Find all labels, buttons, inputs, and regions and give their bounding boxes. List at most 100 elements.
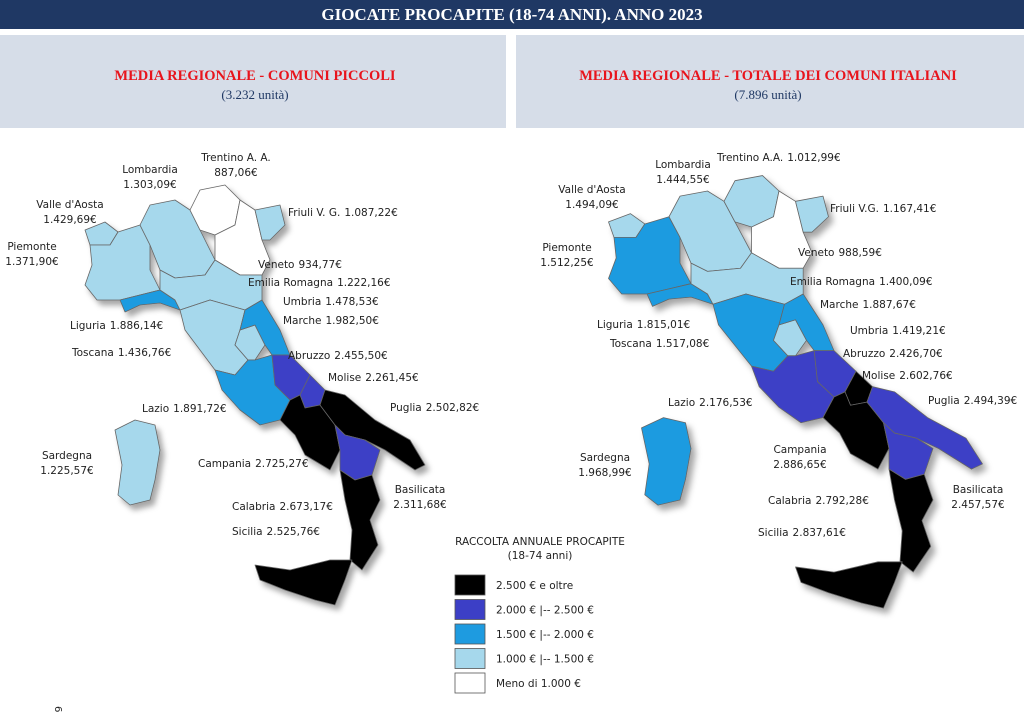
region-value: 1.478,53€ <box>325 296 378 308</box>
legend-swatch <box>454 648 486 669</box>
region-value: 1.167,41€ <box>883 203 936 215</box>
labels: Valle d'Aosta 1.429,69€ Piemonte 1.371,90€ L… <box>5 152 1017 539</box>
legend-label: Meno di 1.000 € <box>496 678 581 690</box>
region-value: 2.455,50€ <box>334 350 387 362</box>
region <box>115 420 160 505</box>
region-value: 1.012,99€ <box>787 152 840 164</box>
region-name: Calabria <box>232 501 275 513</box>
map <box>85 185 425 605</box>
region-name: Puglia <box>928 395 960 407</box>
region-label: Valle d'Aosta 1.429,69€ <box>36 199 103 226</box>
region-label: Sardegna 1.225,57€ <box>40 450 93 477</box>
legend-swatch <box>454 672 486 694</box>
region-name: Abruzzo <box>288 350 330 362</box>
region-value: 1.891,72€ <box>173 403 226 415</box>
region-name: Veneto <box>258 259 294 271</box>
legend-label: 1.000 € |-- 1.500 € <box>496 654 594 666</box>
region-value: 2.494,39€ <box>964 395 1017 407</box>
region-name: Marche <box>283 315 321 327</box>
region-label: Sicilia 2.525,76€ <box>232 526 320 538</box>
region-label: Umbria 1.478,53€ <box>283 296 379 308</box>
region-label: Lazio 2.176,53€ <box>668 397 753 409</box>
region-name: Basilicata <box>953 484 1004 496</box>
region-label: Sardegna 1.968,99€ <box>578 452 631 479</box>
region-label: Emilia Romagna 1.222,16€ <box>248 277 391 289</box>
region-value: 1.303,09€ <box>123 179 176 191</box>
region-value: 2.426,70€ <box>889 348 942 360</box>
region-label: Piemonte 1.371,90€ <box>5 241 58 268</box>
region-label: Marche 1.887,67€ <box>820 299 916 311</box>
region-name: Emilia Romagna <box>790 276 875 288</box>
region-label: Veneto 934,77€ <box>258 259 342 271</box>
region-value: 988,59€ <box>838 247 881 259</box>
region-value: 1.225,57€ <box>40 465 93 477</box>
region-value: 2.176,53€ <box>699 397 752 409</box>
region-label: Liguria 1.886,14€ <box>70 320 163 332</box>
map <box>609 176 983 609</box>
region-value: 1.512,25€ <box>540 257 593 269</box>
region-value: 2.525,76€ <box>267 526 320 538</box>
region-name: Calabria <box>768 495 811 507</box>
header-bar <box>0 0 1024 29</box>
region-label: Campania 2.725,27€ <box>198 458 309 470</box>
region-name: Liguria <box>597 319 633 331</box>
region-name: Toscana <box>71 347 114 359</box>
region-label: Toscana 1.517,08€ <box>609 338 709 350</box>
region-value: 934,77€ <box>298 259 341 271</box>
region <box>255 205 285 240</box>
region-label: Calabria 2.792,28€ <box>768 495 869 507</box>
header-title: GIOCATE PROCAPITE (18-74 ANNI). ANNO 202… <box>321 5 702 24</box>
region-name: Emilia Romagna <box>248 277 333 289</box>
region <box>889 469 933 572</box>
region-value: 2.457,57€ <box>951 499 1004 511</box>
region-value: 1.982,50€ <box>325 315 378 327</box>
region-label: Molise 2.261,45€ <box>328 372 419 384</box>
legend-label: 1.500 € |-- 2.000 € <box>496 629 594 641</box>
panel-subtitle: (3.232 unità) <box>221 87 288 102</box>
region-name: Veneto <box>798 247 834 259</box>
region-value: 2.792,28€ <box>815 495 868 507</box>
region-value: 2.602,76€ <box>899 370 952 382</box>
region-value: 887,06€ <box>214 167 257 179</box>
region-name: Liguria <box>70 320 106 332</box>
legend-label: 2.500 € e oltre <box>496 580 573 592</box>
region-label: Lombardia 1.303,09€ <box>122 164 178 191</box>
region-label: Marche 1.982,50€ <box>283 315 379 327</box>
region-name: Valle d'Aosta <box>36 199 103 211</box>
region-name: Campania <box>198 458 251 470</box>
region <box>642 418 692 506</box>
region <box>340 470 380 570</box>
region-name: Umbria <box>850 325 888 337</box>
region-label: Basilicata 2.457,57€ <box>951 484 1004 511</box>
legend-label: 2.000 € |-- 2.500 € <box>496 605 594 617</box>
region-value: 2.886,65€ <box>773 459 826 471</box>
region-name: Friuli V. G. <box>288 207 340 219</box>
region-value: 1.886,14€ <box>110 320 163 332</box>
region-name: Sicilia <box>232 526 263 538</box>
region-name: Puglia <box>390 402 422 414</box>
region-name: Lazio <box>668 397 695 409</box>
region-value: 1.517,08€ <box>656 338 709 350</box>
region-value: 1.419,21€ <box>892 325 945 337</box>
region <box>255 560 352 605</box>
region-label: Sicilia 2.837,61€ <box>758 527 846 539</box>
region-value: 1.887,67€ <box>862 299 915 311</box>
region-value: 2.311,68€ <box>393 499 446 511</box>
region-label: Campania 2.886,65€ <box>773 444 826 471</box>
region-label: Basilicata 2.311,68€ <box>393 484 446 511</box>
region-label: Puglia 2.502,82€ <box>390 402 479 414</box>
region-value: 1.400,09€ <box>879 276 932 288</box>
region-value: 2.673,17€ <box>279 501 332 513</box>
region-value: 2.725,27€ <box>255 458 308 470</box>
page-number: 6 <box>52 706 63 712</box>
region-label: Emilia Romagna 1.400,09€ <box>790 276 933 288</box>
region-name: Umbria <box>283 296 321 308</box>
region-value: 1.087,22€ <box>344 207 397 219</box>
region-label: Umbria 1.419,21€ <box>850 325 946 337</box>
panel-box <box>516 35 1024 128</box>
region-label: Abruzzo 2.426,70€ <box>843 348 943 360</box>
region-name: Lazio <box>142 403 169 415</box>
region-label: Calabria 2.673,17€ <box>232 501 333 513</box>
region-value: 1.429,69€ <box>43 214 96 226</box>
